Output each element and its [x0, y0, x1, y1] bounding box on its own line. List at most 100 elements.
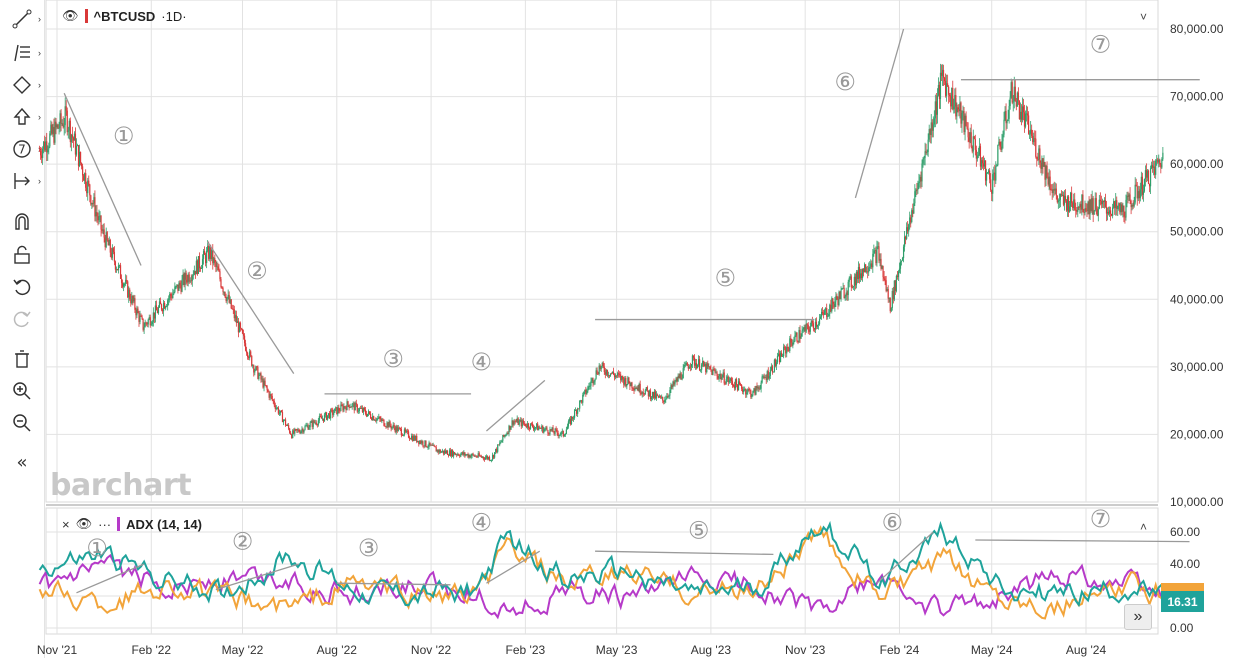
candle-body — [506, 433, 508, 436]
candle-body — [661, 397, 663, 398]
candle-body — [449, 450, 452, 456]
candle-body — [173, 292, 175, 294]
zoom-in-icon[interactable] — [9, 378, 35, 404]
submenu-arrow-icon[interactable]: › — [38, 112, 41, 122]
candle-body — [933, 118, 935, 125]
candle-body — [760, 382, 762, 389]
candle-body — [522, 420, 524, 424]
trash-icon[interactable] — [9, 346, 35, 372]
close-icon[interactable]: × — [62, 516, 70, 532]
candle-body — [382, 419, 384, 421]
zoom-out-icon[interactable] — [9, 410, 35, 436]
candle-body — [958, 109, 960, 112]
candle-body — [78, 151, 81, 166]
candle-body — [1077, 206, 1079, 212]
shapes-icon[interactable]: › — [9, 72, 41, 98]
candle-body — [1147, 170, 1150, 184]
trend-line-icon[interactable]: › — [9, 6, 41, 32]
measure-icon[interactable]: › — [9, 168, 41, 194]
candle-body — [634, 388, 636, 391]
interval-label[interactable]: ·1D· — [161, 8, 187, 24]
candle-body — [89, 184, 91, 196]
candle-body — [934, 101, 936, 119]
candle-body — [184, 272, 186, 285]
redo-icon[interactable] — [9, 306, 35, 332]
candle-body — [645, 387, 647, 391]
candle-body — [856, 271, 859, 280]
indicator-chevron-up-icon[interactable]: ˄ — [1140, 520, 1148, 534]
candle-body — [871, 263, 873, 268]
candle-body — [207, 246, 209, 251]
candle-body — [588, 386, 590, 387]
candle-body — [890, 308, 892, 312]
candle-body — [828, 314, 830, 317]
indicator-annotation-label-6: ⑥ — [882, 508, 904, 536]
fib-icon[interactable]: › — [9, 40, 41, 66]
candle-body — [402, 434, 405, 436]
candle-body — [132, 295, 134, 302]
eye-icon[interactable]: 👁 — [75, 516, 93, 531]
candle-body — [474, 455, 476, 457]
candle-body — [887, 289, 889, 299]
candle-body — [322, 418, 325, 422]
candle-body — [764, 377, 766, 379]
submenu-arrow-icon[interactable]: › — [38, 80, 41, 90]
arrow-up-icon[interactable]: › — [9, 104, 41, 130]
candle-body — [156, 310, 159, 314]
candle-body — [358, 408, 360, 411]
candle-body — [964, 115, 966, 133]
candle-body — [250, 351, 252, 356]
candle-body — [1060, 194, 1063, 196]
candle-body — [713, 369, 715, 370]
more-icon[interactable]: ··· — [98, 516, 112, 532]
indicator-label[interactable]: ADX (14, 14) — [126, 516, 202, 532]
submenu-arrow-icon[interactable]: › — [38, 14, 41, 24]
candle-body — [702, 361, 704, 365]
candle-body — [252, 365, 254, 367]
candle-body — [75, 145, 78, 155]
candle-body — [233, 309, 235, 319]
candle-body — [118, 265, 121, 267]
submenu-arrow-icon[interactable]: › — [38, 48, 41, 58]
candle-body — [202, 251, 205, 259]
candle-body — [258, 375, 260, 379]
expand-right-button[interactable]: » — [1124, 604, 1152, 630]
candle-body — [153, 312, 155, 319]
time-tick-label: Nov '22 — [411, 643, 452, 657]
candle-body — [682, 368, 684, 379]
candle-body — [240, 328, 243, 330]
candle-body — [67, 130, 69, 133]
candle-body — [762, 376, 764, 378]
magnet-icon[interactable] — [9, 208, 35, 234]
candle-body — [972, 136, 974, 152]
eye-icon[interactable]: 👁 — [62, 8, 79, 23]
candle-body — [497, 444, 499, 452]
undo-icon[interactable] — [9, 274, 35, 300]
price-tick-label: 40,000.00 — [1170, 292, 1224, 306]
candle-body — [748, 389, 750, 390]
svg-text:7: 7 — [18, 143, 26, 157]
candle-body — [583, 391, 585, 395]
indicator-annotation-label-4: ④ — [471, 508, 493, 536]
candle-body — [176, 284, 178, 287]
candle-body — [859, 273, 862, 279]
candle-body — [537, 423, 539, 431]
candle-body — [1062, 194, 1065, 205]
collapse-left-icon[interactable]: « — [9, 450, 35, 476]
symbol-label[interactable]: ^BTCUSD — [93, 8, 156, 24]
candle-body — [606, 369, 608, 376]
candle-body — [348, 404, 350, 408]
candle-body — [601, 362, 603, 367]
candle-body — [878, 246, 880, 261]
candle-body — [145, 322, 147, 324]
candle-body — [697, 359, 700, 365]
submenu-arrow-icon[interactable]: › — [38, 176, 41, 186]
lock-icon[interactable] — [9, 242, 35, 268]
candle-body — [409, 438, 412, 440]
candle-body — [834, 301, 836, 307]
candle-body — [195, 260, 197, 275]
candle-body — [197, 256, 200, 274]
candle-body — [975, 149, 977, 159]
chart-chevron-down-icon[interactable]: ˅ — [1140, 10, 1148, 24]
